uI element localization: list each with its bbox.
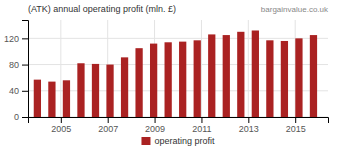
bar: [223, 35, 230, 117]
tick: 2013: [239, 117, 259, 134]
tick-label: 2005: [51, 124, 71, 134]
tick-label: 2011: [192, 124, 211, 134]
bar: [194, 40, 201, 117]
tick: 80: [9, 60, 28, 70]
tick-mark: [155, 117, 156, 123]
bar: [92, 64, 99, 117]
bar: [34, 80, 41, 117]
bar: [281, 41, 288, 117]
grid: [28, 20, 328, 117]
bar: [121, 57, 128, 117]
tick-label: 40: [9, 86, 19, 96]
tick: 2015: [286, 117, 306, 134]
axis-line: [22, 21, 29, 118]
tick-label: 120: [4, 34, 19, 44]
tick: 2005: [51, 117, 71, 134]
tick: 2009: [145, 117, 165, 134]
tick-label: 0: [14, 112, 19, 122]
bar: [310, 35, 317, 117]
bar: [165, 42, 172, 117]
bar: [106, 65, 113, 117]
tick-label: 2015: [286, 124, 306, 134]
tick-mark: [22, 38, 28, 39]
bar: [135, 48, 142, 117]
grid-line: [201, 20, 202, 117]
tick: 2007: [98, 117, 118, 134]
bar: [237, 32, 244, 117]
y-axis: 0 40 80 120: [4, 21, 29, 123]
tick-mark: [61, 117, 62, 123]
tick-label: 2013: [239, 124, 259, 134]
subtitle: bargainvalue.co.uk: [261, 5, 329, 14]
tick: 40: [9, 86, 28, 96]
legend-item: operating profit: [141, 136, 215, 146]
bar: [208, 34, 215, 117]
axis-line: [29, 118, 329, 124]
bar: [63, 80, 70, 117]
bar: [77, 63, 84, 117]
tick-mark: [22, 91, 28, 92]
chart: 2005 2007 2009 2011 2013 2015 0 40 80 120 (ATK) an…: [0, 0, 338, 149]
tick-label: 80: [9, 60, 19, 70]
bar: [150, 44, 157, 117]
title: (ATK) annual operating profit (mln. £): [28, 4, 176, 14]
grid-line: [28, 38, 328, 39]
tick-mark: [295, 117, 296, 123]
tick-mark: [248, 117, 249, 123]
tick-mark: [22, 65, 28, 66]
tick: 0: [14, 112, 28, 122]
x-axis: 2005 2007 2009 2011 2013 2015: [29, 117, 329, 134]
bar: [266, 40, 273, 117]
tick-mark: [108, 117, 109, 123]
tick: 120: [4, 34, 28, 44]
tick-mark: [22, 117, 28, 118]
tick-mark: [201, 117, 202, 123]
plot: 2005 2007 2009 2011 2013 2015 0 40 80 120: [4, 20, 329, 134]
legend-label: operating profit: [154, 136, 215, 146]
bar: [252, 30, 259, 117]
bars: [34, 30, 317, 117]
bar: [48, 82, 55, 117]
bar: [295, 38, 302, 117]
tick: 2011: [192, 117, 211, 134]
grid-line: [60, 20, 61, 117]
tick-label: 2007: [98, 124, 118, 134]
grid-line: [248, 20, 249, 117]
legend: operating profit: [141, 136, 215, 146]
tick-label: 2009: [145, 124, 165, 134]
legend-swatch: [141, 137, 150, 145]
bar: [179, 42, 186, 117]
